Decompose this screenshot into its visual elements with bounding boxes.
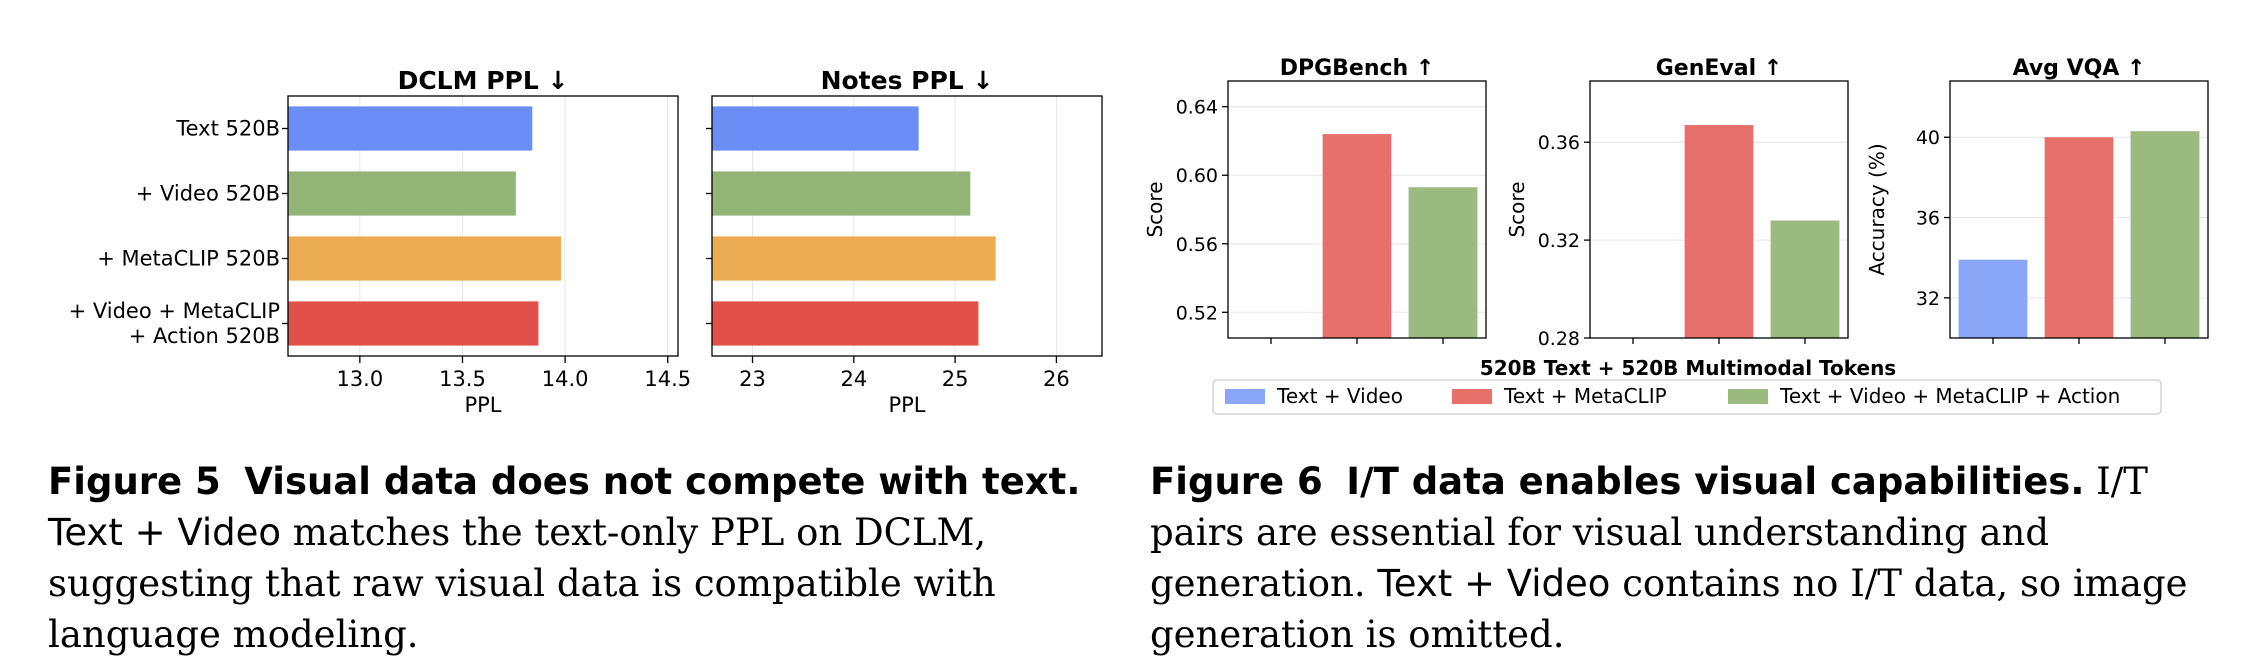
figure-panels: 13.0 13.5 14.0 14.5 Text 520B + Video 520B + M…: [69, 56, 2209, 417]
legend-label: Text + MetaCLIP: [1503, 384, 1667, 408]
x-axis-label: PPL: [464, 393, 501, 417]
chart-title: Notes PPL ↓: [821, 66, 994, 95]
bar: [1408, 187, 1478, 338]
y-tick-label: 0.64: [1176, 97, 1218, 119]
x-tick-label: 26: [1043, 367, 1070, 391]
benchmark-panel-0: 0.52 0.56 0.60 0.64 DPGBench ↑ Score: [1143, 56, 1487, 344]
chart-title: Avg VQA ↑: [2013, 56, 2146, 81]
figure-6-label: Figure 6: [1150, 460, 1323, 503]
y-tick-label: 32: [1916, 288, 1940, 310]
x-tick-label: 25: [942, 367, 969, 391]
category-label: + Video 520B: [136, 182, 280, 206]
x-tick-label: 13.0: [336, 367, 383, 391]
figure-6-title: I/T data enables visual capabilities.: [1346, 460, 2085, 503]
category-label: + Video + MetaCLIP: [69, 299, 280, 323]
plot-frame: [1949, 80, 2209, 339]
bar: [288, 171, 516, 216]
legend-swatch: [1225, 389, 1265, 404]
plot-frame: [287, 95, 679, 357]
figure-6-body-1: I/T pairs are essential for visual under…: [1150, 460, 2148, 605]
bar: [1770, 220, 1840, 338]
x-tick-label: 14.5: [644, 367, 691, 391]
bar: [288, 301, 539, 346]
x-tick-label: 24: [840, 367, 867, 391]
bar: [2044, 137, 2114, 338]
category-label: Text 520B: [175, 117, 280, 141]
bar: [712, 301, 979, 346]
x-tick-label: 13.5: [439, 367, 486, 391]
x-axis-label: PPL: [888, 393, 925, 417]
bar: [712, 106, 919, 151]
ppl-panel-0: 13.0 13.5 14.0 14.5 Text 520B + Video 520B + M…: [69, 66, 692, 417]
shared-x-axis-label: 520B Text + 520B Multimodal Tokens: [1480, 356, 1896, 380]
category-label: + Action 520B: [129, 324, 280, 348]
legend-frame: [1212, 379, 2162, 415]
x-tick-label: 23: [739, 367, 766, 391]
category-label: + MetaCLIP 520B: [97, 247, 280, 271]
chart-title: DPGBench ↑: [1280, 56, 1435, 81]
bar: [712, 236, 996, 281]
y-tick-label: 36: [1916, 208, 1940, 230]
legend-label: Text + Video + MetaCLIP + Action: [1779, 384, 2120, 408]
benchmark-panel-1: 0.28 0.32 0.36 GenEval ↑ Score: [1505, 56, 1849, 350]
bar: [1958, 259, 2028, 338]
bar: [2130, 131, 2200, 338]
figure-5-caption: Figure 5 Visual data does not compete wi…: [48, 456, 1118, 660]
y-tick-label: 0.32: [1538, 230, 1580, 252]
figure-6-caption: Figure 6 I/T data enables visual capabil…: [1150, 456, 2220, 660]
bar: [288, 106, 533, 151]
plot-frame: [1227, 80, 1487, 339]
bar: [712, 171, 971, 216]
bar: [1322, 134, 1392, 338]
chart-title: DCLM PPL ↓: [398, 66, 569, 95]
y-tick-label: 0.28: [1538, 328, 1580, 350]
figure-6-body-sans: Text + Video: [1377, 562, 1611, 605]
x-tick-label: 14.0: [542, 367, 589, 391]
y-tick-label: 40: [1916, 127, 1940, 149]
benchmark-panel-2: 32 36 40 Avg VQA ↑ Accuracy (%): [1865, 56, 2209, 344]
plot-frame: [1589, 80, 1849, 339]
y-tick-label: 0.52: [1176, 302, 1218, 324]
legend-label: Text + Video: [1276, 384, 1403, 408]
figure-5-body-sans: Text + Video: [48, 511, 282, 554]
legend-swatch: [1452, 389, 1492, 404]
y-axis-label: Score: [1505, 181, 1529, 237]
bar: [288, 236, 561, 281]
y-tick-label: 0.56: [1176, 234, 1218, 256]
legend-swatch: [1728, 389, 1768, 404]
bar: [1684, 125, 1754, 338]
y-tick-label: 0.60: [1176, 165, 1218, 187]
ppl-panel-1: 23 24 25 26 Notes PPL ↓ PPL: [706, 66, 1103, 417]
chart-title: GenEval ↑: [1656, 56, 1783, 81]
y-axis-label: Score: [1143, 181, 1167, 237]
plot-frame: [711, 95, 1103, 357]
legend: Text + Video Text + MetaCLIP Text + Video …: [1212, 379, 2162, 415]
y-tick-label: 0.36: [1538, 132, 1580, 154]
figure-5-label: Figure 5: [48, 460, 221, 503]
y-axis-label: Accuracy (%): [1865, 143, 1889, 275]
figure-5-title: Visual data does not compete with text.: [244, 460, 1081, 503]
